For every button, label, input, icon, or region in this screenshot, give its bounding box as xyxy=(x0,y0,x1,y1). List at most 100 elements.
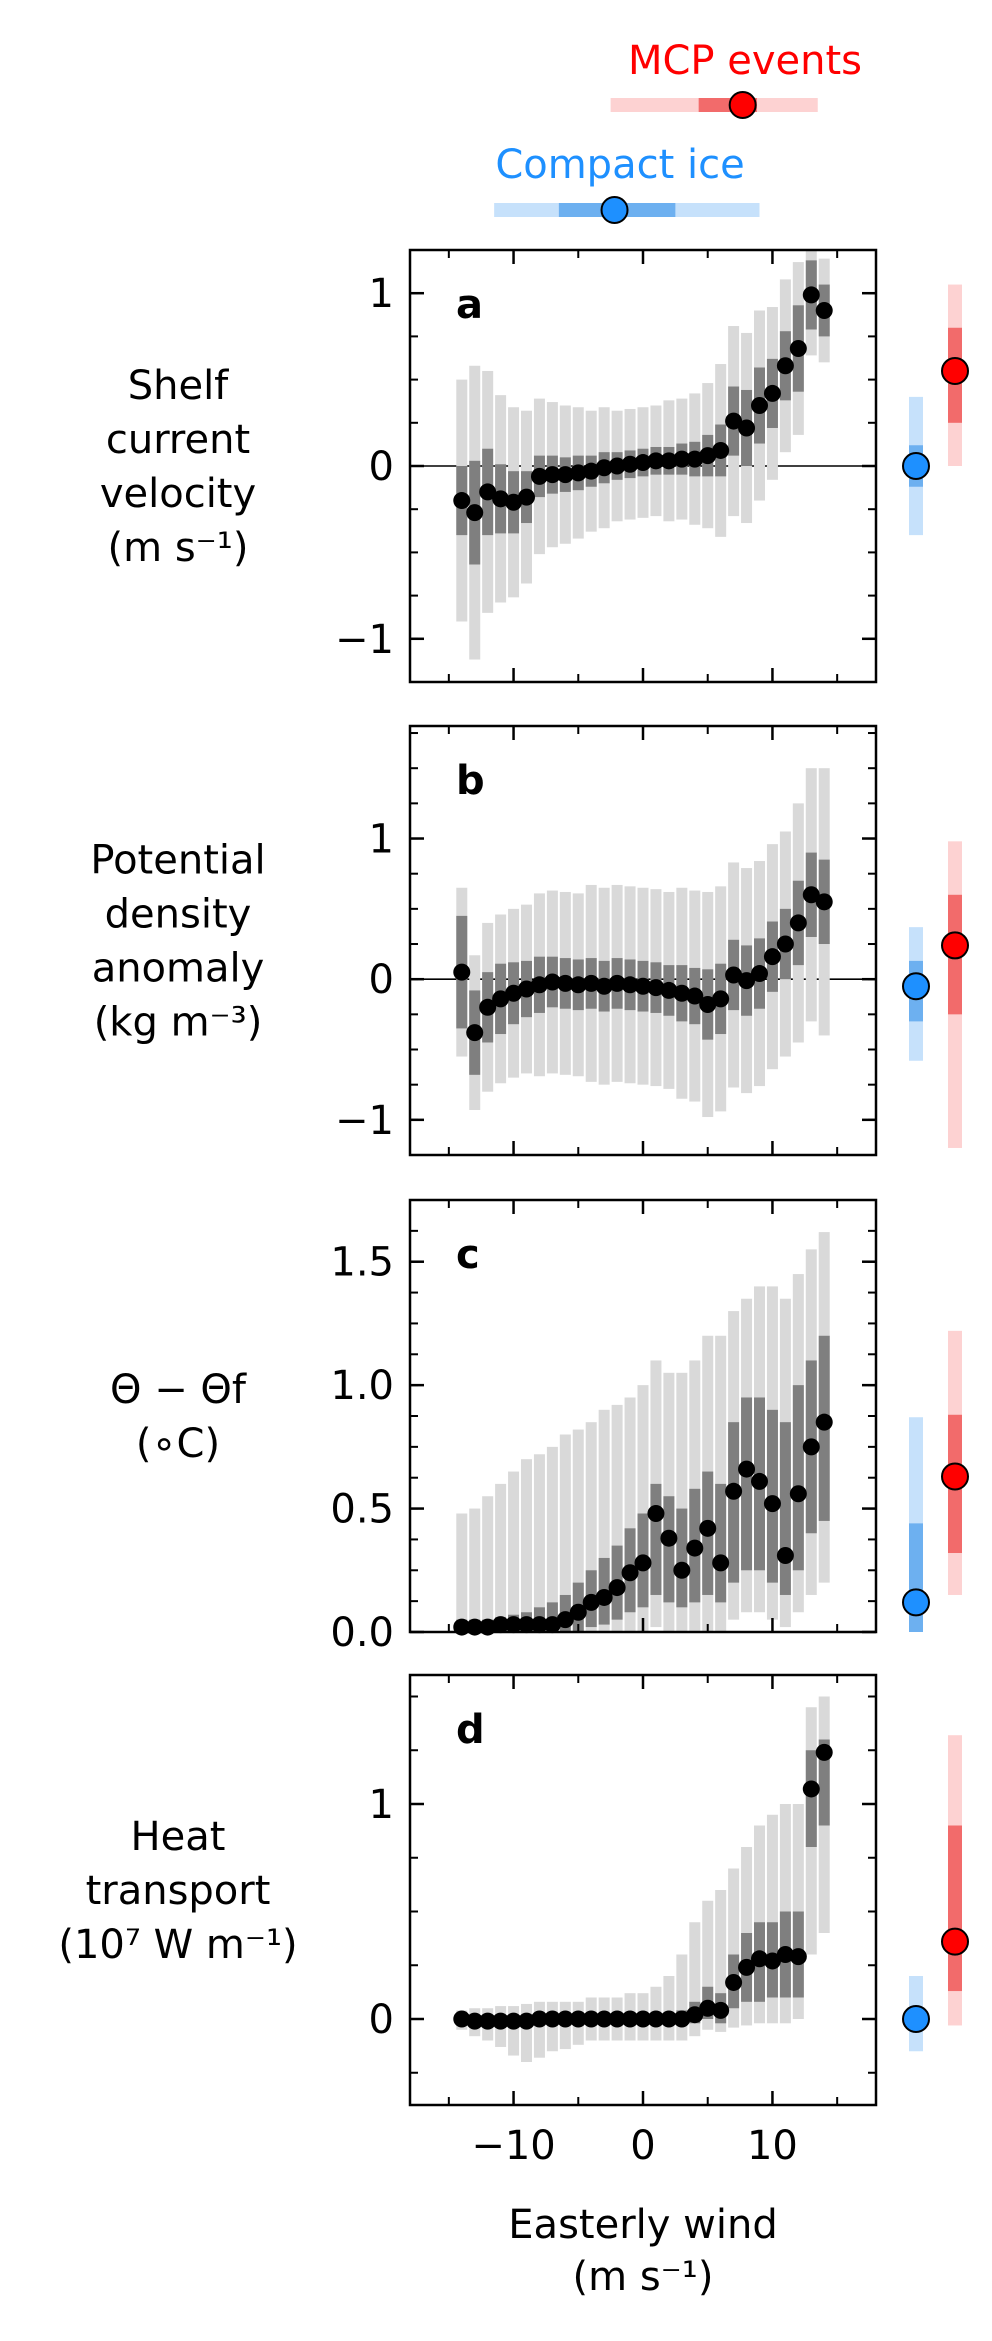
data-point xyxy=(738,419,756,437)
x-tick-label: −10 xyxy=(471,2123,555,2169)
mcp-summary xyxy=(941,284,969,466)
data-point xyxy=(776,1946,794,1963)
data-point xyxy=(763,948,781,966)
mcp-iqr-bar xyxy=(948,1825,962,1992)
range-bar xyxy=(456,1513,468,1632)
iqr-bar xyxy=(715,1483,727,1603)
data-point xyxy=(556,2010,574,2028)
data-point xyxy=(518,1616,535,1634)
y-tick-label: 1.0 xyxy=(330,1363,394,1409)
range-bar xyxy=(585,1422,597,1632)
mcp-summary xyxy=(941,841,969,1148)
data-point xyxy=(751,1950,768,1968)
y-axis-label-line: (∘C) xyxy=(136,1421,220,1467)
data-point xyxy=(673,1561,691,1579)
mcp-summary xyxy=(941,1330,969,1595)
data-point xyxy=(453,492,471,510)
y-axis-label-line: (kg m⁻³) xyxy=(94,1000,263,1046)
range-bar xyxy=(533,2001,545,2058)
data-point xyxy=(763,384,781,402)
data-point xyxy=(751,1472,768,1490)
iqr-bar xyxy=(728,1422,740,1583)
data-point xyxy=(505,2012,523,2030)
panel-letter: c xyxy=(456,1232,480,1278)
range-bar xyxy=(559,1434,571,1632)
panel-letter: d xyxy=(456,1707,485,1753)
data-point xyxy=(725,966,743,984)
range-bar xyxy=(702,1900,714,2030)
y-tick-label: 0 xyxy=(369,957,394,1003)
x-axis-label-line2: (m s⁻¹) xyxy=(573,2254,714,2300)
range-bar xyxy=(689,1922,701,2037)
data-point xyxy=(569,2010,587,2028)
data-point xyxy=(453,2010,471,2028)
data-point xyxy=(789,339,807,357)
data-point xyxy=(505,493,523,511)
range-bar xyxy=(521,2003,532,2062)
range-bar xyxy=(766,1814,778,2024)
data-point xyxy=(686,1539,704,1557)
data-point xyxy=(543,1616,561,1634)
data-point xyxy=(492,1616,510,1634)
iqr-bar xyxy=(741,1397,753,1571)
data-point xyxy=(530,1616,548,1634)
range-bar xyxy=(482,1496,494,1632)
iqr-bar xyxy=(792,1385,804,1571)
data-point xyxy=(518,980,535,998)
data-point xyxy=(647,452,665,470)
data-point xyxy=(595,977,613,995)
range-bar xyxy=(715,1890,727,2032)
y-tick-label: 1.5 xyxy=(330,1240,394,1286)
data-point xyxy=(738,972,756,990)
data-point xyxy=(582,1593,600,1611)
data-point xyxy=(725,1482,743,1500)
data-point xyxy=(492,2012,510,2030)
mcp-wind-summary xyxy=(610,91,818,119)
data-point xyxy=(647,1505,665,1523)
data-point xyxy=(634,1554,652,1572)
data-point xyxy=(725,1973,743,1991)
range-bar xyxy=(469,1508,481,1632)
mcp-median-point xyxy=(941,356,969,385)
data-point xyxy=(466,1024,484,1042)
panel-letter: a xyxy=(456,282,483,328)
data-point xyxy=(479,2012,497,2030)
panel-letter: b xyxy=(456,758,485,804)
ice-summary xyxy=(902,1976,930,2052)
y-axis-label-line: density xyxy=(105,892,252,938)
data-point xyxy=(699,995,717,1013)
data-point xyxy=(660,1529,678,1547)
data-point xyxy=(556,974,574,992)
panel-d: Heat transport (10⁷ W m⁻¹) 0 1 −10 0 10 d xyxy=(58,1673,969,2169)
data-point xyxy=(763,1952,781,1970)
data-point xyxy=(530,2010,548,2028)
data-point xyxy=(751,397,768,415)
data-point xyxy=(712,441,730,459)
y-tick-label: −1 xyxy=(335,617,394,663)
panel-c: Θ − Θf (∘C) 0.0 0.5 1.0 1.5 c xyxy=(110,1198,969,1656)
data-point xyxy=(660,2010,678,2028)
data-point xyxy=(492,990,510,1008)
data-point xyxy=(608,974,626,992)
range-bar xyxy=(533,1454,545,1632)
x-axis-label-line1: Easterly wind xyxy=(508,2202,777,2248)
ice-median-point xyxy=(902,972,930,1001)
data-point xyxy=(530,467,548,485)
data-point xyxy=(582,2010,600,2028)
data-point xyxy=(673,450,691,468)
y-axis-label-line: Θ − Θf xyxy=(110,1367,247,1413)
data-point xyxy=(608,2010,626,2028)
data-point xyxy=(647,979,665,997)
data-point xyxy=(479,483,497,501)
y-tick-label: 1 xyxy=(369,817,394,863)
y-tick-label: 1 xyxy=(369,1782,394,1828)
y-tick-label: 0.0 xyxy=(330,1610,394,1656)
y-tick-label: 0 xyxy=(369,1997,394,2043)
data-point xyxy=(789,1948,807,1966)
data-point xyxy=(738,1958,756,1976)
data-point xyxy=(634,454,652,472)
data-point xyxy=(621,1564,639,1582)
data-point xyxy=(634,2010,652,2028)
data-point xyxy=(595,2010,613,2028)
y-axis-label-line: transport xyxy=(86,1868,271,1914)
